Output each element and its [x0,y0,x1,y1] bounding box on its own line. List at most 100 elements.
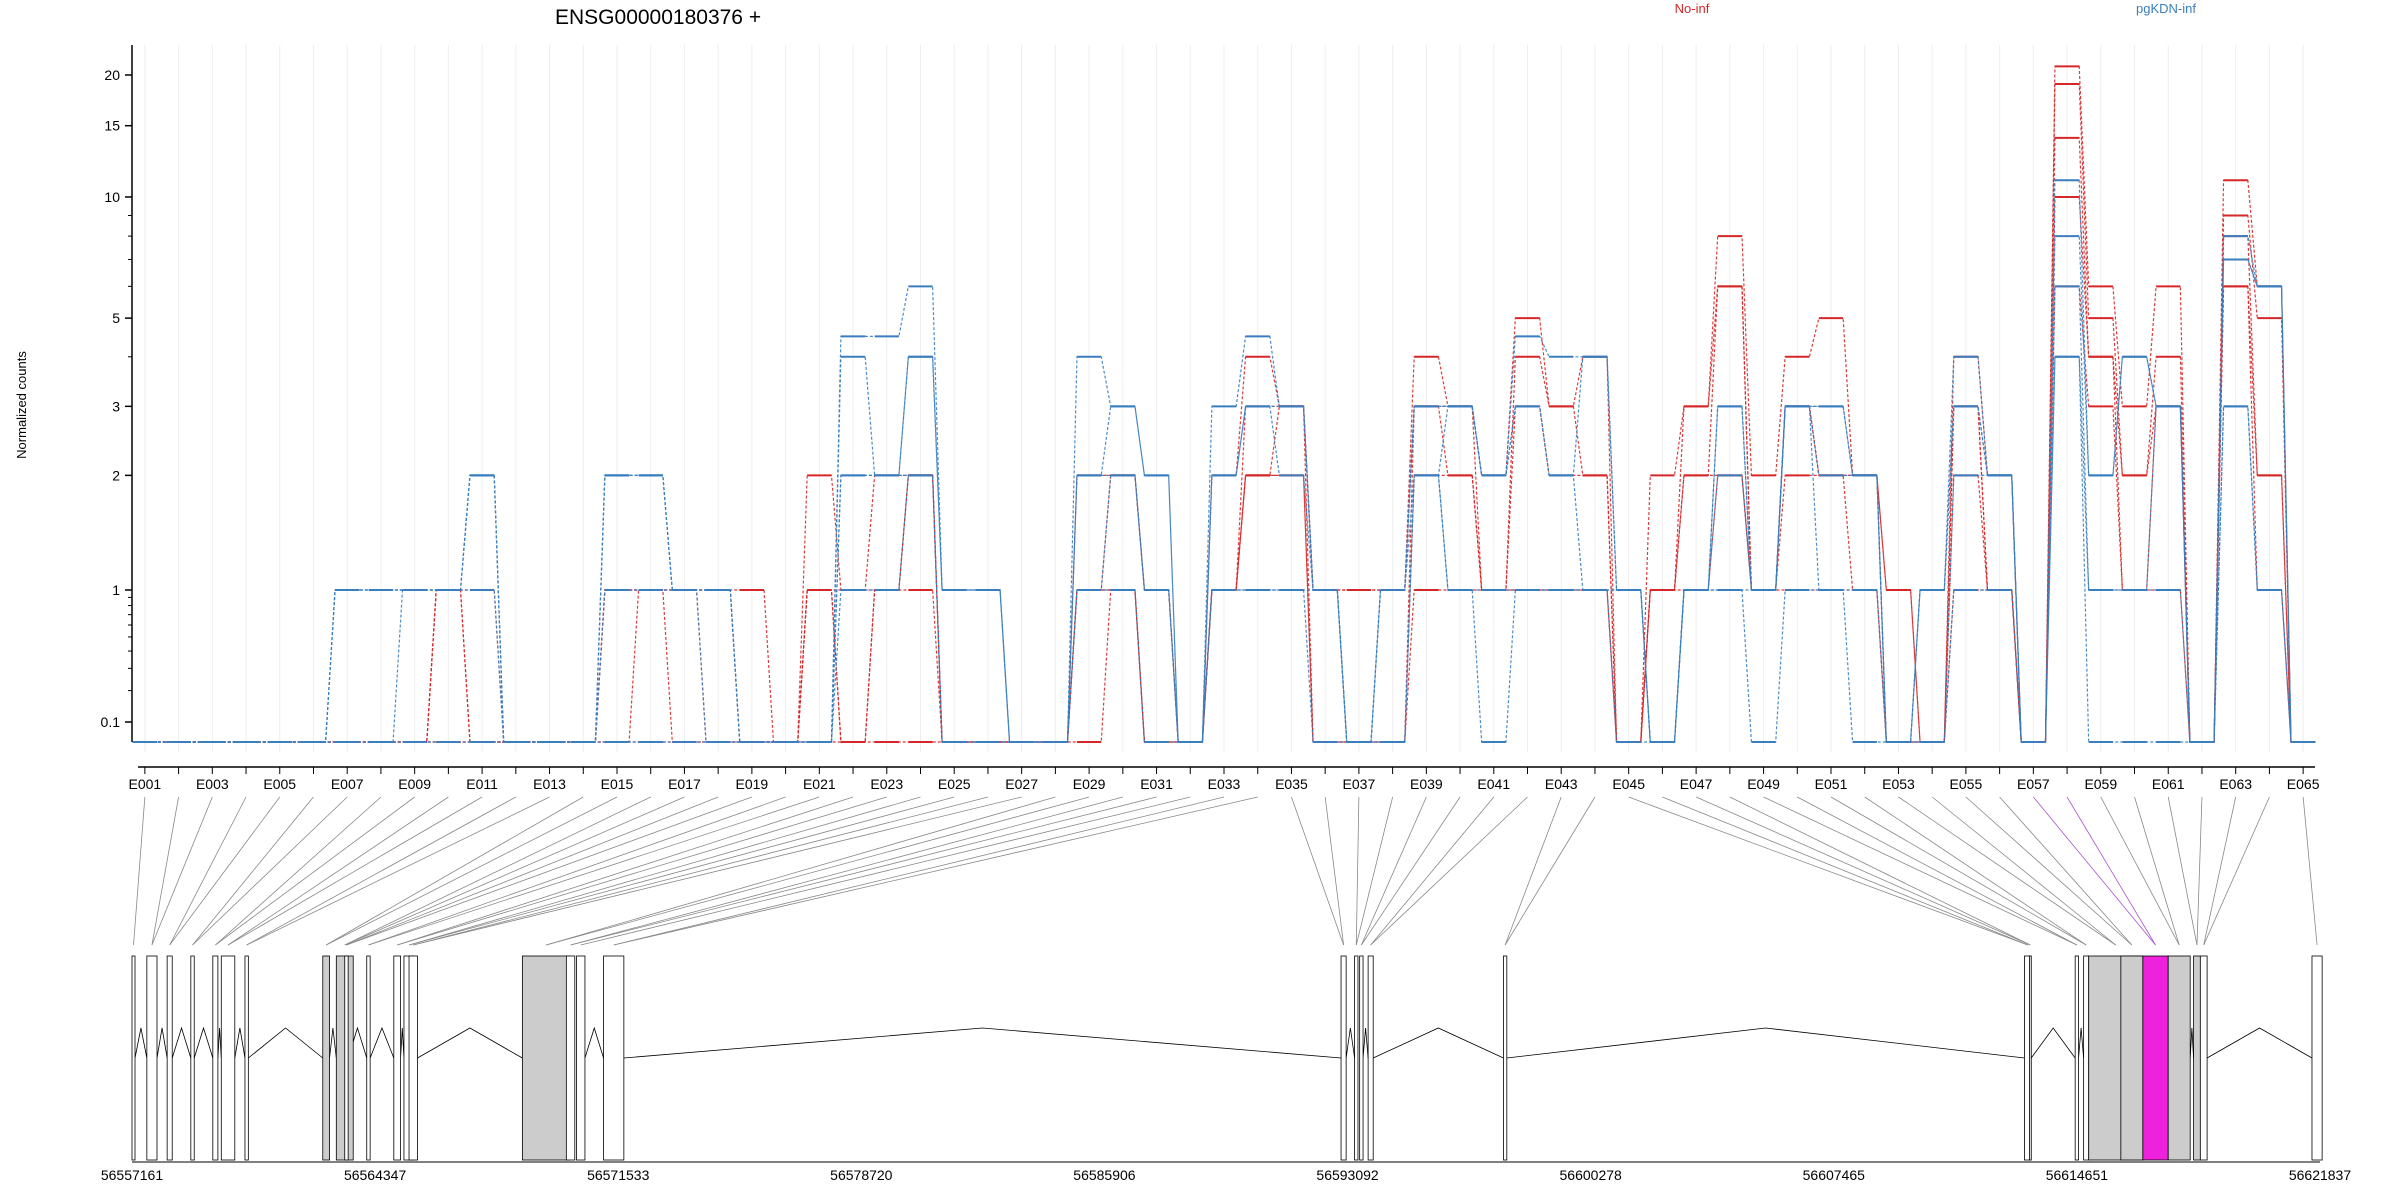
exon-tick-label: E001 [129,776,162,792]
exon-tick-label: E061 [2152,776,2185,792]
exon-connector [227,796,449,946]
exon-block [1354,955,1359,1161]
genomic-tick-label: 56578720 [830,1167,893,1183]
exon-tick-label: E027 [1005,776,1038,792]
exon-connector [346,796,719,946]
genomic-tick-label: 56600278 [1560,1167,1623,1183]
exon-connector [192,796,314,946]
exon-block [2083,955,2090,1161]
intron [2030,1027,2076,1059]
exon-connector [1695,796,2031,946]
exon-connector [545,796,1056,946]
exon-block [2029,955,2032,1161]
exon-block [2311,955,2323,1161]
exon-connector [1999,796,2133,946]
intron [417,1027,523,1059]
y-tick-label: 0.1 [101,714,121,730]
exon-connector [1291,796,1344,946]
exon-block [2142,955,2169,1161]
exon-block [1340,955,1347,1161]
exon-block [166,955,173,1161]
exon-tick-label: E025 [938,776,971,792]
y-tick-label: 20 [104,67,120,83]
intron [400,1027,405,1059]
genomic-tick-label: 56607465 [1803,1167,1866,1183]
exon-connector [2033,796,2156,946]
exon-connector [192,796,348,946]
y-tick-label: 3 [112,398,120,414]
exon-connector [246,796,517,946]
exon-connector [215,796,382,946]
exon-connector [151,796,179,946]
exon-connector [1763,796,2078,946]
exon-tick-label: E047 [1680,776,1713,792]
exon-axis: E001 E003 E005 E007 E009 E011 E013 E015 E017 E019… [129,766,2320,792]
chart-title: ENSG00000180376 + [555,6,761,29]
exon-connector [1504,796,1596,946]
exon-connector [325,796,584,946]
exon-connector [580,796,1191,946]
exon-connector [1729,796,2031,946]
intron [1345,1027,1355,1059]
exon-connector [1898,796,2116,946]
intron [156,1027,168,1059]
exon-connectors [133,796,2318,946]
exon-tick-label: E013 [533,776,566,792]
intron [584,1026,604,1059]
y-axis: 0.1 1 2 3 5 10 15 20 [101,45,133,742]
exon-block [576,955,586,1161]
legend-pgkdn-inf: pgKDN-inf [2136,1,2196,16]
exon-connector [368,796,786,946]
exon-connector [246,796,550,946]
intron [193,1026,214,1059]
intron [234,1027,246,1059]
exon-connector [1355,796,1394,946]
series-lines [132,65,2316,743]
exon-connector [2196,796,2203,946]
exon-tick-label: E031 [1140,776,1173,792]
intron [623,1027,1342,1059]
exon-connector [1324,796,1344,946]
exon-tick-label: E037 [1343,776,1376,792]
genomic-tick-label: 56564347 [344,1167,407,1183]
exon-connector [397,796,887,946]
intron [248,1027,324,1059]
y-tick-label: 5 [112,310,120,326]
genomic-tick-label: 56621837 [2289,1167,2352,1183]
exon-block [244,955,249,1161]
exon-tick-label: E045 [1612,776,1645,792]
exon-connector [2302,796,2318,946]
exon-connector [1370,796,1495,946]
exon-connector [545,796,1090,946]
exon-block [408,955,418,1161]
genomic-tick-label: 56614651 [2046,1167,2109,1183]
exon-block [146,955,158,1161]
exon-tick-label: E039 [1410,776,1443,792]
exon-connector [408,796,921,946]
intron [171,1026,192,1059]
exon-connector [1628,796,2028,946]
exon-tick-label: E057 [2017,776,2050,792]
exon-connector [408,796,955,946]
exon-connector [2167,796,2198,946]
exon-connector [344,796,685,946]
exon-tick-label: E043 [1545,776,1578,792]
exon-block [2193,955,2201,1161]
exon-connector [227,796,483,946]
exon-connector [1965,796,2133,946]
exon-connector [570,796,1123,946]
intron [134,1027,148,1059]
exon-block [1367,955,1374,1161]
exon-block [2167,955,2191,1161]
exon-connector [1797,796,2078,946]
exon-tick-label: E015 [601,776,634,792]
y-tick-label: 10 [104,189,120,205]
exon-gridlines [144,45,2304,752]
exon-connector [570,796,1157,946]
exon-block [1359,955,1364,1161]
genomic-tick-label: 56593092 [1316,1167,1379,1183]
exon-block [344,955,349,1161]
exon-connector [413,796,1022,946]
y-axis-label: Normalized counts [14,351,29,459]
